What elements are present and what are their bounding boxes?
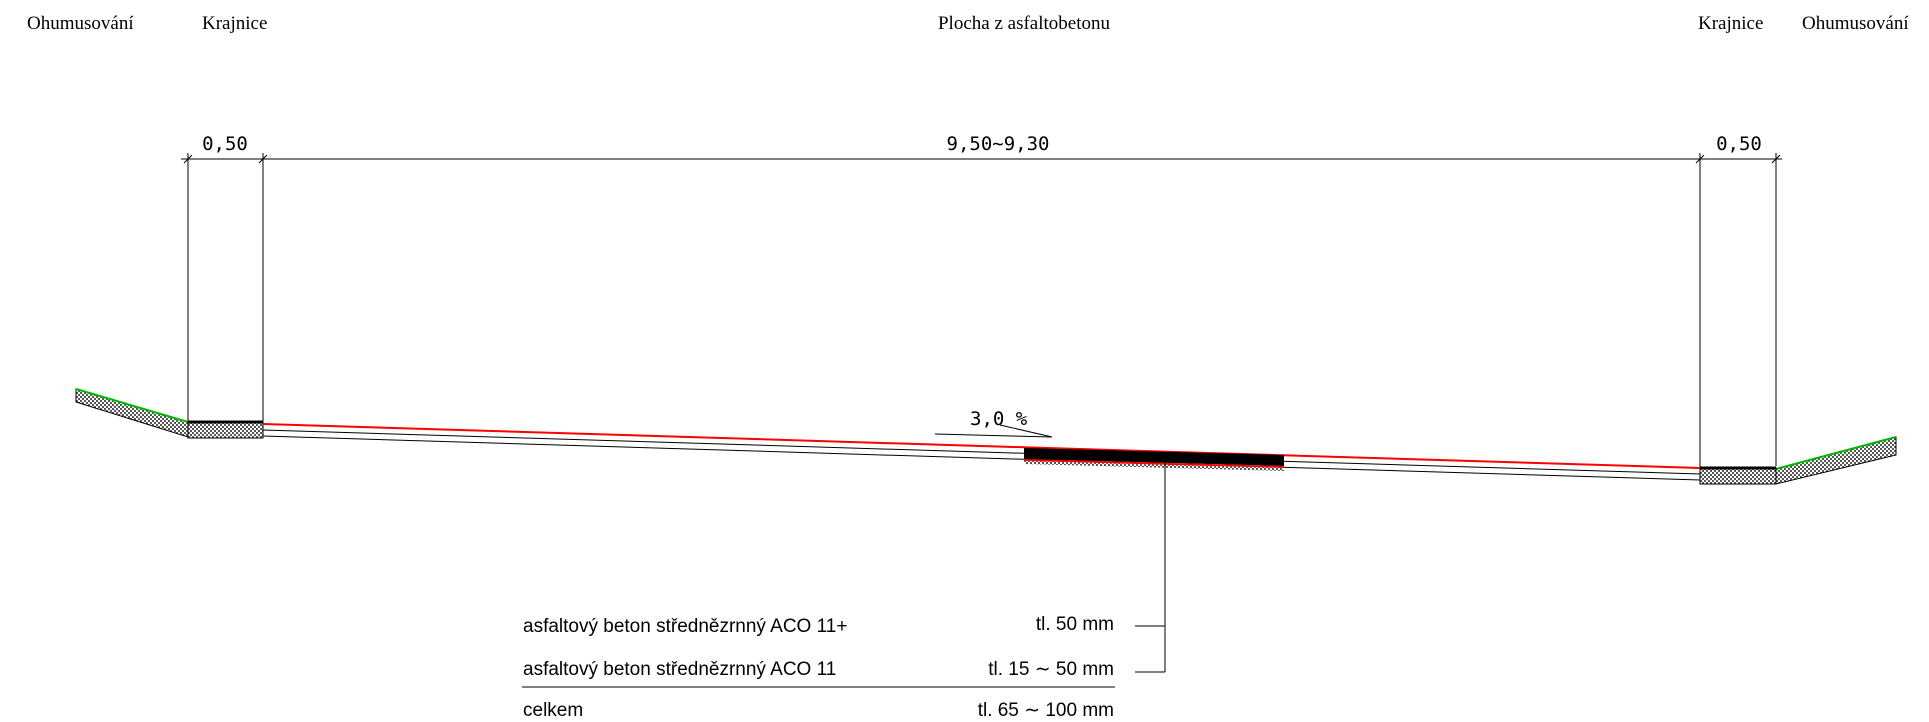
asphalt-surface-line [263,424,1700,468]
total-thickness: tl. 65 ∼ 100 mm [978,700,1114,721]
dimension-road-width: 9,50∼9,30 [947,133,1050,155]
total-name: celkem [523,700,583,721]
left-embankment [76,389,188,437]
layer-leader-line [522,462,1165,687]
layer-boundary-2 [263,436,1700,480]
layer-legend: asfaltový beton střednězrnný ACO 11+ tl.… [523,614,1114,721]
slope-arrow [935,434,1052,437]
layer-2-thickness: tl. 15 ∼ 50 mm [988,659,1114,680]
layer-2-name: asfaltový beton střednězrnný ACO 11 [523,659,836,680]
slope-label: 3,0 % [970,408,1028,430]
layer-1-name: asfaltový beton střednězrnný ACO 11+ [523,616,847,637]
layer-boundary-1 [263,430,1700,474]
layer-1-thickness: tl. 50 mm [1036,614,1114,635]
right-embankment [1776,437,1896,484]
label-left-shoulder: Krajnice [202,13,267,34]
dimension-left-shoulder: 0,50 [202,133,248,155]
dimension-right-shoulder: 0,50 [1716,133,1762,155]
left-shoulder [188,422,263,438]
label-asphalt-area: Plocha z asfaltobetonu [938,13,1111,34]
right-shoulder [1700,468,1776,484]
label-left-topsoil: Ohumusování [27,13,134,34]
label-right-topsoil: Ohumusování [1802,13,1909,34]
label-right-shoulder: Krajnice [1698,13,1763,34]
